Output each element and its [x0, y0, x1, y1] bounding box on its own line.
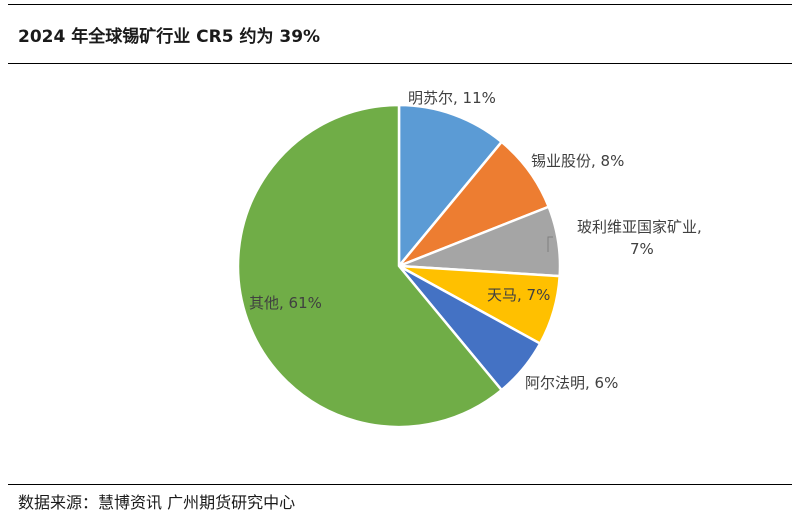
label-bolivia-line2: 7%: [630, 240, 654, 258]
label-mingsuer: 明苏尔, 11%: [408, 89, 496, 107]
label-bolivia-line1: 玻利维亚国家矿业,: [577, 218, 702, 236]
top-rule: [8, 4, 792, 5]
label-alphamin: 阿尔法明, 6%: [525, 374, 618, 392]
pie-slice-0: [397, 103, 503, 268]
label-tianma: 天马, 7%: [487, 286, 550, 304]
leader-line: [547, 236, 553, 252]
label-other: 其他, 61%: [249, 294, 322, 312]
title-rule: [8, 63, 792, 64]
pie-slice-5: [236, 103, 503, 429]
bottom-rule: [8, 484, 792, 485]
chart-title: 2024 年全球锡矿行业 CR5 约为 39%: [18, 27, 321, 47]
label-xiye: 锡业股份, 8%: [531, 152, 624, 170]
source-note: 数据来源：慧博资讯 广州期货研究中心: [18, 493, 296, 512]
